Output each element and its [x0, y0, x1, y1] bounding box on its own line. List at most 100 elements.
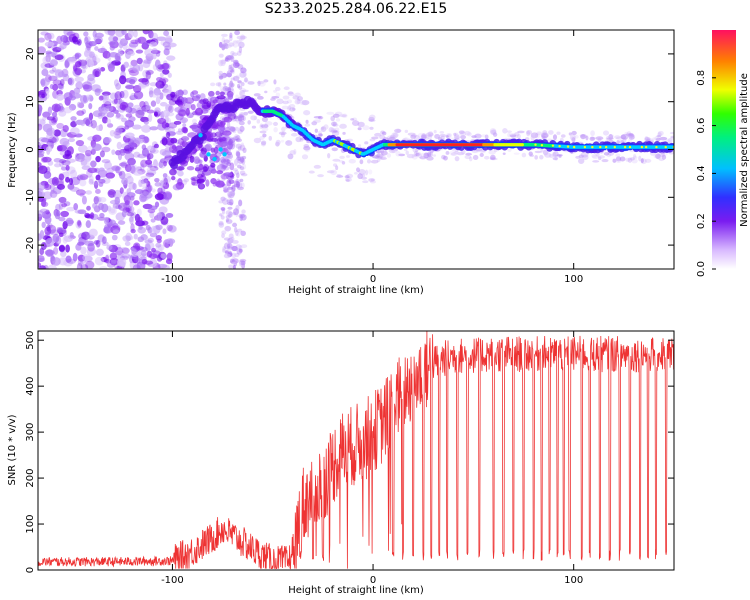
spectrogram-noise-blob: [38, 136, 48, 143]
spectrogram-noise-blob: [74, 76, 84, 83]
spectrogram-noise-blob: [556, 131, 561, 135]
spectrogram-noise-blob: [156, 36, 167, 42]
spectrogram-noise-blob: [56, 183, 66, 190]
spectrogram-noise-blob: [127, 157, 136, 166]
spectrogram-noise-blob: [228, 125, 233, 131]
spectrogram-noise-blob: [381, 131, 387, 136]
spectrogram-noise-blob: [226, 186, 234, 190]
spectrogram-noise-blob: [615, 159, 622, 163]
spectrogram-noise-blob: [38, 191, 46, 198]
spectrogram-noise-blob: [242, 89, 249, 93]
spectrogram-noise-blob: [147, 226, 153, 234]
spectrogram-noise-blob: [445, 151, 450, 155]
spectrogram-noise-blob: [159, 148, 167, 156]
spectrogram-noise-blob: [413, 151, 418, 157]
spectrogram-noise-blob: [76, 175, 86, 180]
spectrogram-noise-blob: [517, 134, 521, 139]
spectrogram-noise-blob: [263, 79, 269, 83]
spectrogram-noise-blob: [221, 174, 226, 182]
spectrogram-noise-blob: [125, 107, 131, 113]
spectrogram-noise-blob: [145, 105, 151, 111]
spectrogram-noise-blob: [406, 153, 415, 159]
colorbar-tick-label: 0.2: [696, 213, 707, 229]
spectrogram-noise-blob: [91, 143, 102, 152]
spectrogram-noise-blob: [120, 247, 129, 252]
colorbar-ticks: 0.0 0.2 0.4 0.6 0.8: [696, 70, 716, 277]
spectrogram-noise-blob: [147, 145, 154, 152]
spectrogram-noise-blob: [153, 143, 159, 149]
spectrogram-noise-blob: [53, 157, 62, 163]
spectrogram-noise-blob: [439, 133, 446, 138]
spectrogram-noise-blob: [177, 101, 186, 108]
spectrogram-ridge-fleck: [655, 145, 658, 149]
spectrogram-noise-blob: [475, 133, 481, 137]
spectrogram-noise-blob: [232, 168, 238, 172]
spectrogram-noise-blob: [60, 34, 69, 43]
spectrogram-noise-blob: [153, 111, 158, 117]
spectrogram-noise-blob: [41, 68, 49, 77]
spectrogram-noise-blob: [472, 154, 479, 161]
spectrogram-noise-blob: [228, 211, 234, 216]
spectrogram-noise-blob: [380, 157, 387, 160]
spectrogram-noise-blob: [43, 92, 50, 99]
spectrogram-noise-blob: [236, 248, 243, 255]
spectrogram-noise-blob: [582, 154, 589, 161]
spectrogram-noise-blob: [578, 154, 584, 158]
spectrogram-noise-blob: [199, 184, 205, 189]
spectrogram-noise-blob: [93, 180, 99, 189]
spectrogram-noise-blob: [631, 158, 638, 164]
spectrogram-noise-blob: [232, 261, 236, 266]
spectrogram-noise-blob: [234, 135, 239, 141]
spectrogram-noise-blob: [490, 154, 496, 160]
spectrogram-noise-blob: [552, 157, 558, 161]
spectrogram-noise-blob: [65, 164, 70, 171]
spectrogram-noise-blob: [144, 235, 149, 244]
spectrogram-noise-blob: [102, 98, 112, 105]
spectrogram-noise-blob: [332, 121, 336, 127]
snr-y-tick-label: 300: [25, 423, 36, 442]
spectrogram-noise-blob: [282, 95, 290, 100]
spectrogram-noise-blob: [56, 227, 62, 232]
spectrogram-noise-blob: [239, 170, 246, 176]
spectrogram-noise-blob: [149, 41, 158, 48]
spectrogram-noise-blob: [235, 210, 239, 217]
spectrogram-noise-blob: [38, 265, 47, 269]
spectrogram-noise-blob: [224, 161, 229, 167]
spectrogram-noise-blob: [370, 178, 376, 182]
spectrogram-noise-blob: [145, 192, 153, 199]
spectrogram-noise-blob: [238, 112, 245, 118]
snr-y-tick-label: 100: [25, 514, 36, 533]
spectrogram-noise-blob: [283, 86, 290, 91]
spectrogram-noise-blob: [227, 55, 234, 60]
spectrogram-noise-blob: [154, 193, 165, 201]
spectrogram-noise-blob: [624, 131, 629, 136]
spectrogram-noise-blob: [48, 75, 58, 81]
spectrogram-noise-blob: [119, 90, 125, 99]
spectrogram-x-tick-label: -100: [161, 274, 184, 285]
spectrogram-noise-blob: [155, 224, 163, 231]
spectrogram-noise-blob: [210, 82, 216, 87]
spectrogram-noise-blob: [77, 144, 88, 153]
spectrogram-noise-blob: [147, 185, 152, 194]
spectrogram-noise-blob: [235, 143, 243, 149]
spectrogram-noise-blob: [517, 130, 525, 134]
spectrogram-noise-blob: [58, 196, 67, 204]
spectrogram-noise-blob: [225, 215, 231, 219]
spectrogram-noise-blob: [273, 121, 279, 126]
spectrogram-noise-blob: [227, 87, 234, 92]
spectrogram-noise-blob: [303, 144, 310, 148]
spectrogram-noise-blob: [234, 30, 240, 36]
spectrogram-noise-blob: [67, 57, 77, 64]
spectrogram-noise-blob: [84, 36, 89, 45]
spectrogram-noise-blob: [655, 137, 661, 142]
spectrogram-noise-blob: [356, 167, 360, 173]
spectrogram-noise-blob: [508, 133, 517, 138]
spectrogram-noise-blob: [670, 135, 674, 139]
spectrogram-noise-blob: [235, 230, 239, 236]
spectrogram-noise-blob: [98, 95, 104, 101]
spectrogram-noise-blob: [125, 207, 131, 213]
spectrogram-noise-blob: [56, 180, 65, 189]
spectrogram-noise-blob: [49, 183, 55, 192]
spectrogram-noise-blob: [326, 170, 335, 174]
spectrogram-ridge-peak: [520, 143, 524, 147]
